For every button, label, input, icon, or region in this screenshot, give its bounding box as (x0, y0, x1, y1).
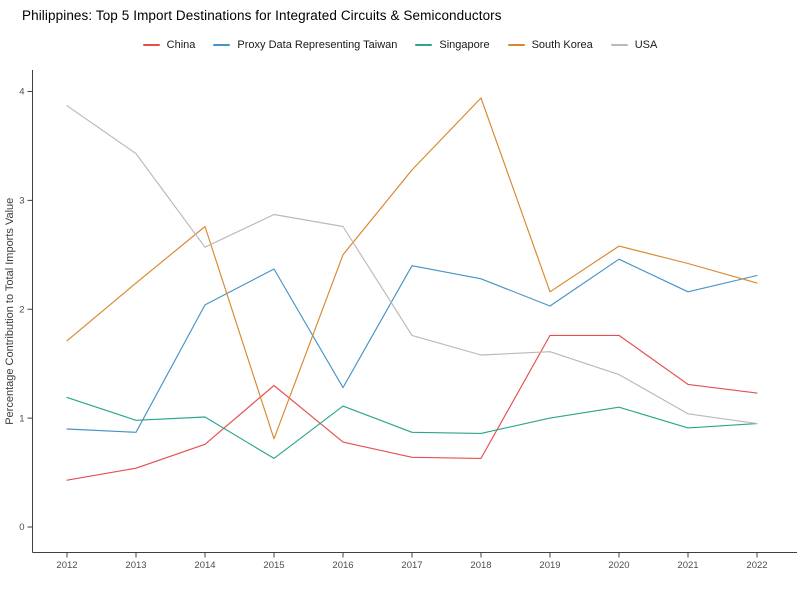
x-tick-label: 2017 (401, 560, 422, 571)
legend-key-line-china (142, 44, 160, 46)
chart-legend: China Proxy Data Representing Taiwan Singa… (0, 37, 800, 53)
x-tick-label: 2015 (263, 560, 284, 571)
legend-label: Proxy Data Representing Taiwan (237, 39, 398, 51)
legend-key-line-usa (610, 44, 628, 46)
x-tick-label: 2022 (746, 560, 767, 571)
x-tick-label: 2019 (539, 560, 560, 571)
series-line-proxy-data-representing-taiwan (66, 258, 758, 433)
series-line-usa (66, 105, 758, 425)
legend-item-south-korea: South Korea (507, 39, 593, 51)
legend-label: USA (634, 39, 658, 51)
y-axis-title: Percentage Contribution to Total Imports… (4, 198, 16, 425)
series-line-singapore (66, 396, 758, 459)
y-tick-label: 1 (19, 413, 24, 424)
legend-key-line-proxy-data-representing-taiwan (213, 44, 231, 46)
chart-title: Philippines: Top 5 Import Destinations f… (22, 8, 502, 23)
y-tick-label: 2 (19, 304, 24, 315)
y-tick-label: 0 (19, 522, 24, 533)
x-tick-label: 2016 (332, 560, 353, 571)
y-tick-label: 3 (19, 196, 24, 207)
legend-label: Singapore (439, 39, 490, 51)
series-line-south-korea (66, 97, 758, 440)
legend-item-proxy-data-representing-taiwan: Proxy Data Representing Taiwan (213, 39, 397, 51)
x-tick-label: 2021 (677, 560, 698, 571)
legend-key-line-singapore (415, 44, 433, 46)
x-tick-label: 2018 (470, 560, 491, 571)
x-tick-label: 2014 (194, 560, 215, 571)
legend-label: South Korea (531, 39, 593, 51)
legend-label: China (166, 39, 196, 51)
legend-item-china: China (142, 39, 196, 51)
x-tick-label: 2013 (125, 560, 146, 571)
legend-item-singapore: Singapore (415, 39, 490, 51)
legend-key-line-south-korea (507, 44, 525, 46)
series-line-china (66, 334, 758, 481)
y-tick-label: 4 (19, 87, 24, 98)
legend-item-usa: USA (610, 39, 658, 51)
x-tick-label: 2012 (56, 560, 77, 571)
x-tick-label: 2020 (608, 560, 629, 571)
